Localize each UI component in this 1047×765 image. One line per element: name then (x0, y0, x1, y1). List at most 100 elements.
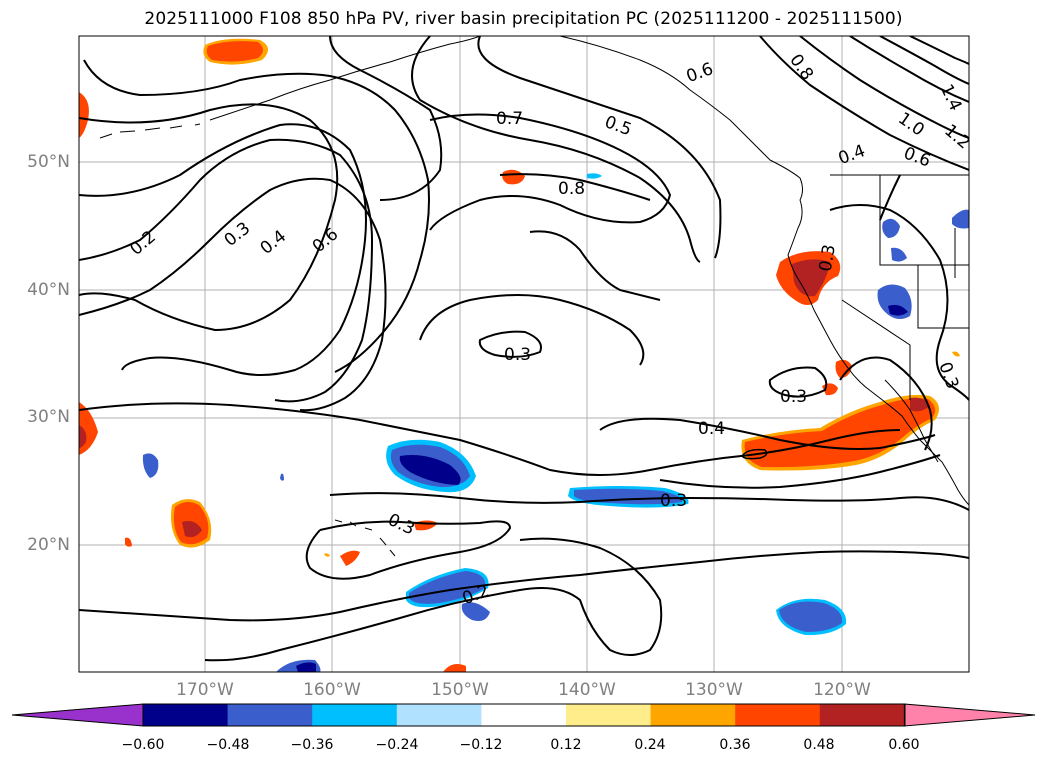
pv-contour (79, 123, 367, 376)
colorbar-extend-max (903, 703, 1036, 727)
pv-contour (659, 454, 941, 489)
precip-blob (296, 662, 316, 672)
lon-label-160w: 160°W (303, 680, 361, 700)
precip-blob (79, 92, 89, 138)
lat-label-30n: 30°N (27, 407, 70, 427)
colorbar-cell (735, 704, 821, 726)
colorbar-tick-label: 0.60 (888, 737, 920, 753)
pv-contour (79, 402, 901, 476)
lon-label-140w: 140°W (558, 680, 616, 700)
colorbar-tick-label: 0.24 (634, 737, 666, 753)
precip-blob (792, 259, 830, 297)
pv-contour (79, 177, 387, 412)
colorbar-extend-min (11, 703, 144, 727)
colorbar-cell (566, 704, 652, 726)
colorbar-frame (142, 703, 906, 727)
precip-blob (206, 41, 263, 62)
pv-contour (879, 174, 901, 221)
pv-contour (499, 173, 651, 201)
pv-contour (204, 537, 663, 662)
gridlines (79, 36, 969, 672)
colorbar-tick-label: −0.12 (459, 737, 503, 753)
precip-blob (888, 304, 908, 316)
precip-blob (125, 537, 132, 547)
pv-contour (599, 417, 936, 450)
precip-blob (324, 553, 330, 557)
colorbar-tick-label: 0.48 (803, 737, 835, 753)
pv-contour (83, 59, 430, 373)
precip-blob (399, 455, 461, 485)
pv-contour (79, 138, 374, 403)
precip-blob (409, 571, 486, 604)
precip-blob (779, 601, 843, 632)
precip-blob (882, 218, 900, 238)
pv-contour (849, 36, 969, 103)
contour-label: 0.3 (504, 345, 531, 365)
pv-contours (79, 36, 969, 662)
colorbar-cell (227, 704, 313, 726)
pv-contour (879, 36, 969, 85)
precip-blob (952, 351, 960, 357)
colorbar-cell (312, 704, 398, 726)
pv-contour (839, 356, 933, 451)
pv-contour (909, 36, 969, 65)
precip-blob (910, 397, 930, 412)
contour-label: 0.4 (698, 419, 725, 439)
coastline-islands (99, 123, 201, 139)
pv-contour (829, 204, 969, 401)
lat-label-50n: 50°N (27, 152, 70, 172)
colorbar-tick-label: 0.36 (719, 737, 751, 753)
precip-blob (891, 247, 907, 262)
lon-label-130w: 130°W (685, 680, 743, 700)
precipitation-shading (79, 38, 969, 672)
colorbar-cell (819, 704, 905, 726)
precip-blob (443, 664, 466, 672)
lat-label-40n: 40°N (27, 280, 70, 300)
pv-contour (79, 103, 339, 332)
pv-contour (741, 448, 768, 460)
precip-blob (280, 473, 284, 481)
pv-contour (429, 113, 672, 231)
pv-contour (529, 230, 661, 301)
pv-contour (329, 36, 443, 201)
lat-label-20n: 20°N (27, 535, 70, 555)
contour-label: 0.3 (816, 243, 840, 273)
colorbar-tick-label: −0.60 (121, 737, 165, 753)
precip-blob (952, 209, 969, 229)
contour-label: 0.8 (558, 179, 585, 199)
map-title: 2025111000 F108 850 hPa PV, river basin … (144, 9, 903, 29)
pv-contour (759, 36, 969, 171)
colorbar-tick-label: −0.24 (375, 737, 419, 753)
lon-label-150w: 150°W (431, 680, 489, 700)
pv-contour (768, 366, 828, 398)
coastline-west-coast (787, 199, 969, 506)
precip-blob (340, 550, 360, 566)
precip-blob (587, 173, 602, 179)
pv-contour (329, 492, 969, 511)
lon-label-170w: 170°W (176, 680, 234, 700)
precip-blob (182, 521, 202, 538)
coastline-baja (884, 379, 939, 463)
colorbar-cell (650, 704, 736, 726)
pv-contour (419, 294, 645, 366)
pv-contour (79, 550, 969, 622)
colorbar-cell (481, 704, 567, 726)
pv-contour (477, 36, 722, 259)
pv-contour (478, 330, 542, 358)
precip-blob (79, 425, 87, 448)
lon-label-120w: 120°W (813, 680, 871, 700)
colorbar-tick-label: −0.48 (206, 737, 250, 753)
pv-contour (305, 520, 512, 580)
map-panel: 0.2 0.3 0.4 0.6 0.7 0.5 0.8 0.6 0.8 1.4 … (79, 36, 969, 672)
contour-label: 0.3 (780, 387, 807, 407)
colorbar-tick-label: −0.36 (290, 737, 334, 753)
pv-contour (411, 36, 701, 263)
map-frame (78, 35, 970, 673)
colorbar-cell (396, 704, 482, 726)
colorbar (11, 703, 1036, 727)
precip-blob (461, 602, 490, 621)
precip-blob (835, 359, 852, 378)
contour-label: 0.3 (660, 491, 687, 511)
coastline-alaska-south (559, 36, 803, 201)
